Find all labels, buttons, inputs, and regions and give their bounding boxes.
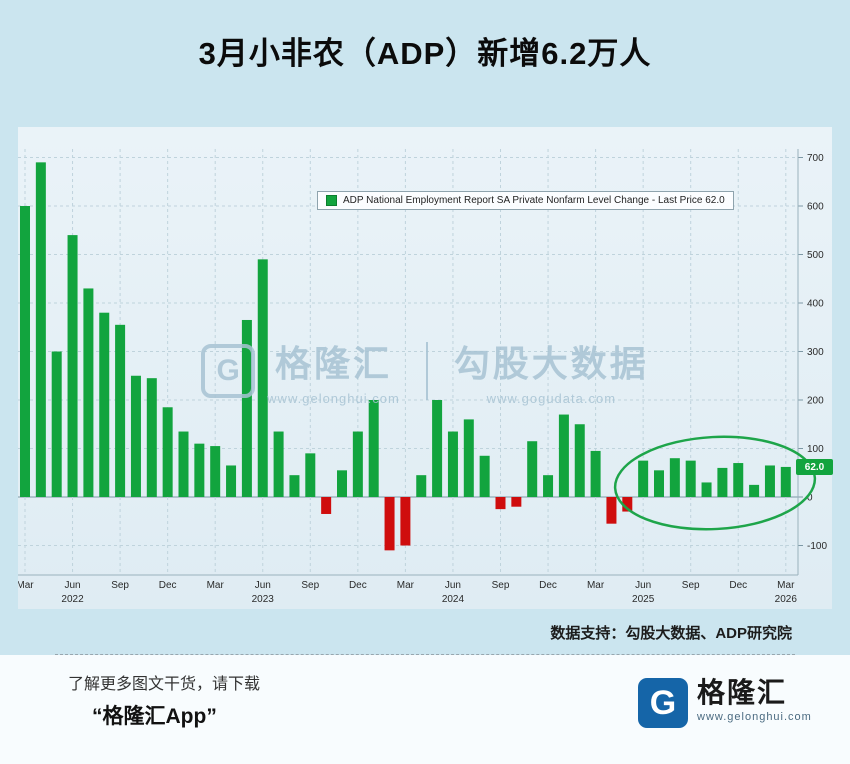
legend-label: ADP National Employment Report SA Privat… [343,195,725,206]
svg-text:Mar: Mar [777,580,795,591]
svg-text:700: 700 [807,153,824,164]
gelonghui-logo: G 格隆汇 www.gelonghui.com [638,678,812,728]
footer-background [0,655,850,764]
svg-text:300: 300 [807,347,824,358]
svg-text:Dec: Dec [539,580,557,591]
svg-text:500: 500 [807,250,824,261]
svg-text:Jun: Jun [635,580,651,591]
footer-divider [55,654,795,655]
gelonghui-brand-name: 格隆汇 [697,677,788,708]
svg-text:Jun: Jun [64,580,80,591]
svg-text:0: 0 [807,493,813,504]
adp-bar-chart: -100 0 100 200 300 400 500 600 700 Mar Jun Sep Dec Ma… [18,127,833,609]
svg-text:Jun: Jun [445,580,461,591]
svg-text:Mar: Mar [18,580,34,591]
legend-swatch-icon [326,195,337,206]
svg-text:Dec: Dec [349,580,367,591]
svg-text:Dec: Dec [159,580,177,591]
svg-text:600: 600 [807,202,824,213]
svg-text:200: 200 [807,396,824,407]
svg-text:Jun: Jun [255,580,271,591]
svg-text:Dec: Dec [729,580,747,591]
svg-text:Mar: Mar [207,580,225,591]
chart-legend: ADP National Employment Report SA Privat… [317,191,734,210]
svg-text:2023: 2023 [252,594,275,605]
footer-promo-text: 了解更多图文干货，请下载 [68,676,261,693]
svg-text:Mar: Mar [397,580,415,591]
footer-app-name: “格隆汇App” [92,705,217,728]
svg-text:Sep: Sep [492,580,510,591]
svg-text:2025: 2025 [632,594,655,605]
svg-text:100: 100 [807,444,824,455]
svg-text:Sep: Sep [111,580,129,591]
gelonghui-logo-icon: G [638,678,688,728]
svg-text:400: 400 [807,299,824,310]
svg-text:Sep: Sep [682,580,700,591]
svg-text:2024: 2024 [442,594,465,605]
chart-svg: -100 0 100 200 300 400 500 600 700 Mar Jun Sep Dec Ma… [18,149,827,605]
gelonghui-brand-url: www.gelonghui.com [697,711,812,723]
data-support-note: 数据支持：勾股大数据、ADP研究院 [550,625,792,642]
svg-text:Sep: Sep [301,580,319,591]
page-title: 3月小非农（ADP）新增6.2万人 [198,36,652,71]
svg-text:Mar: Mar [587,580,605,591]
last-price-tag: 62.0 [796,459,833,475]
svg-text:-100: -100 [807,541,827,552]
svg-text:2026: 2026 [775,594,798,605]
svg-text:2022: 2022 [61,594,84,605]
